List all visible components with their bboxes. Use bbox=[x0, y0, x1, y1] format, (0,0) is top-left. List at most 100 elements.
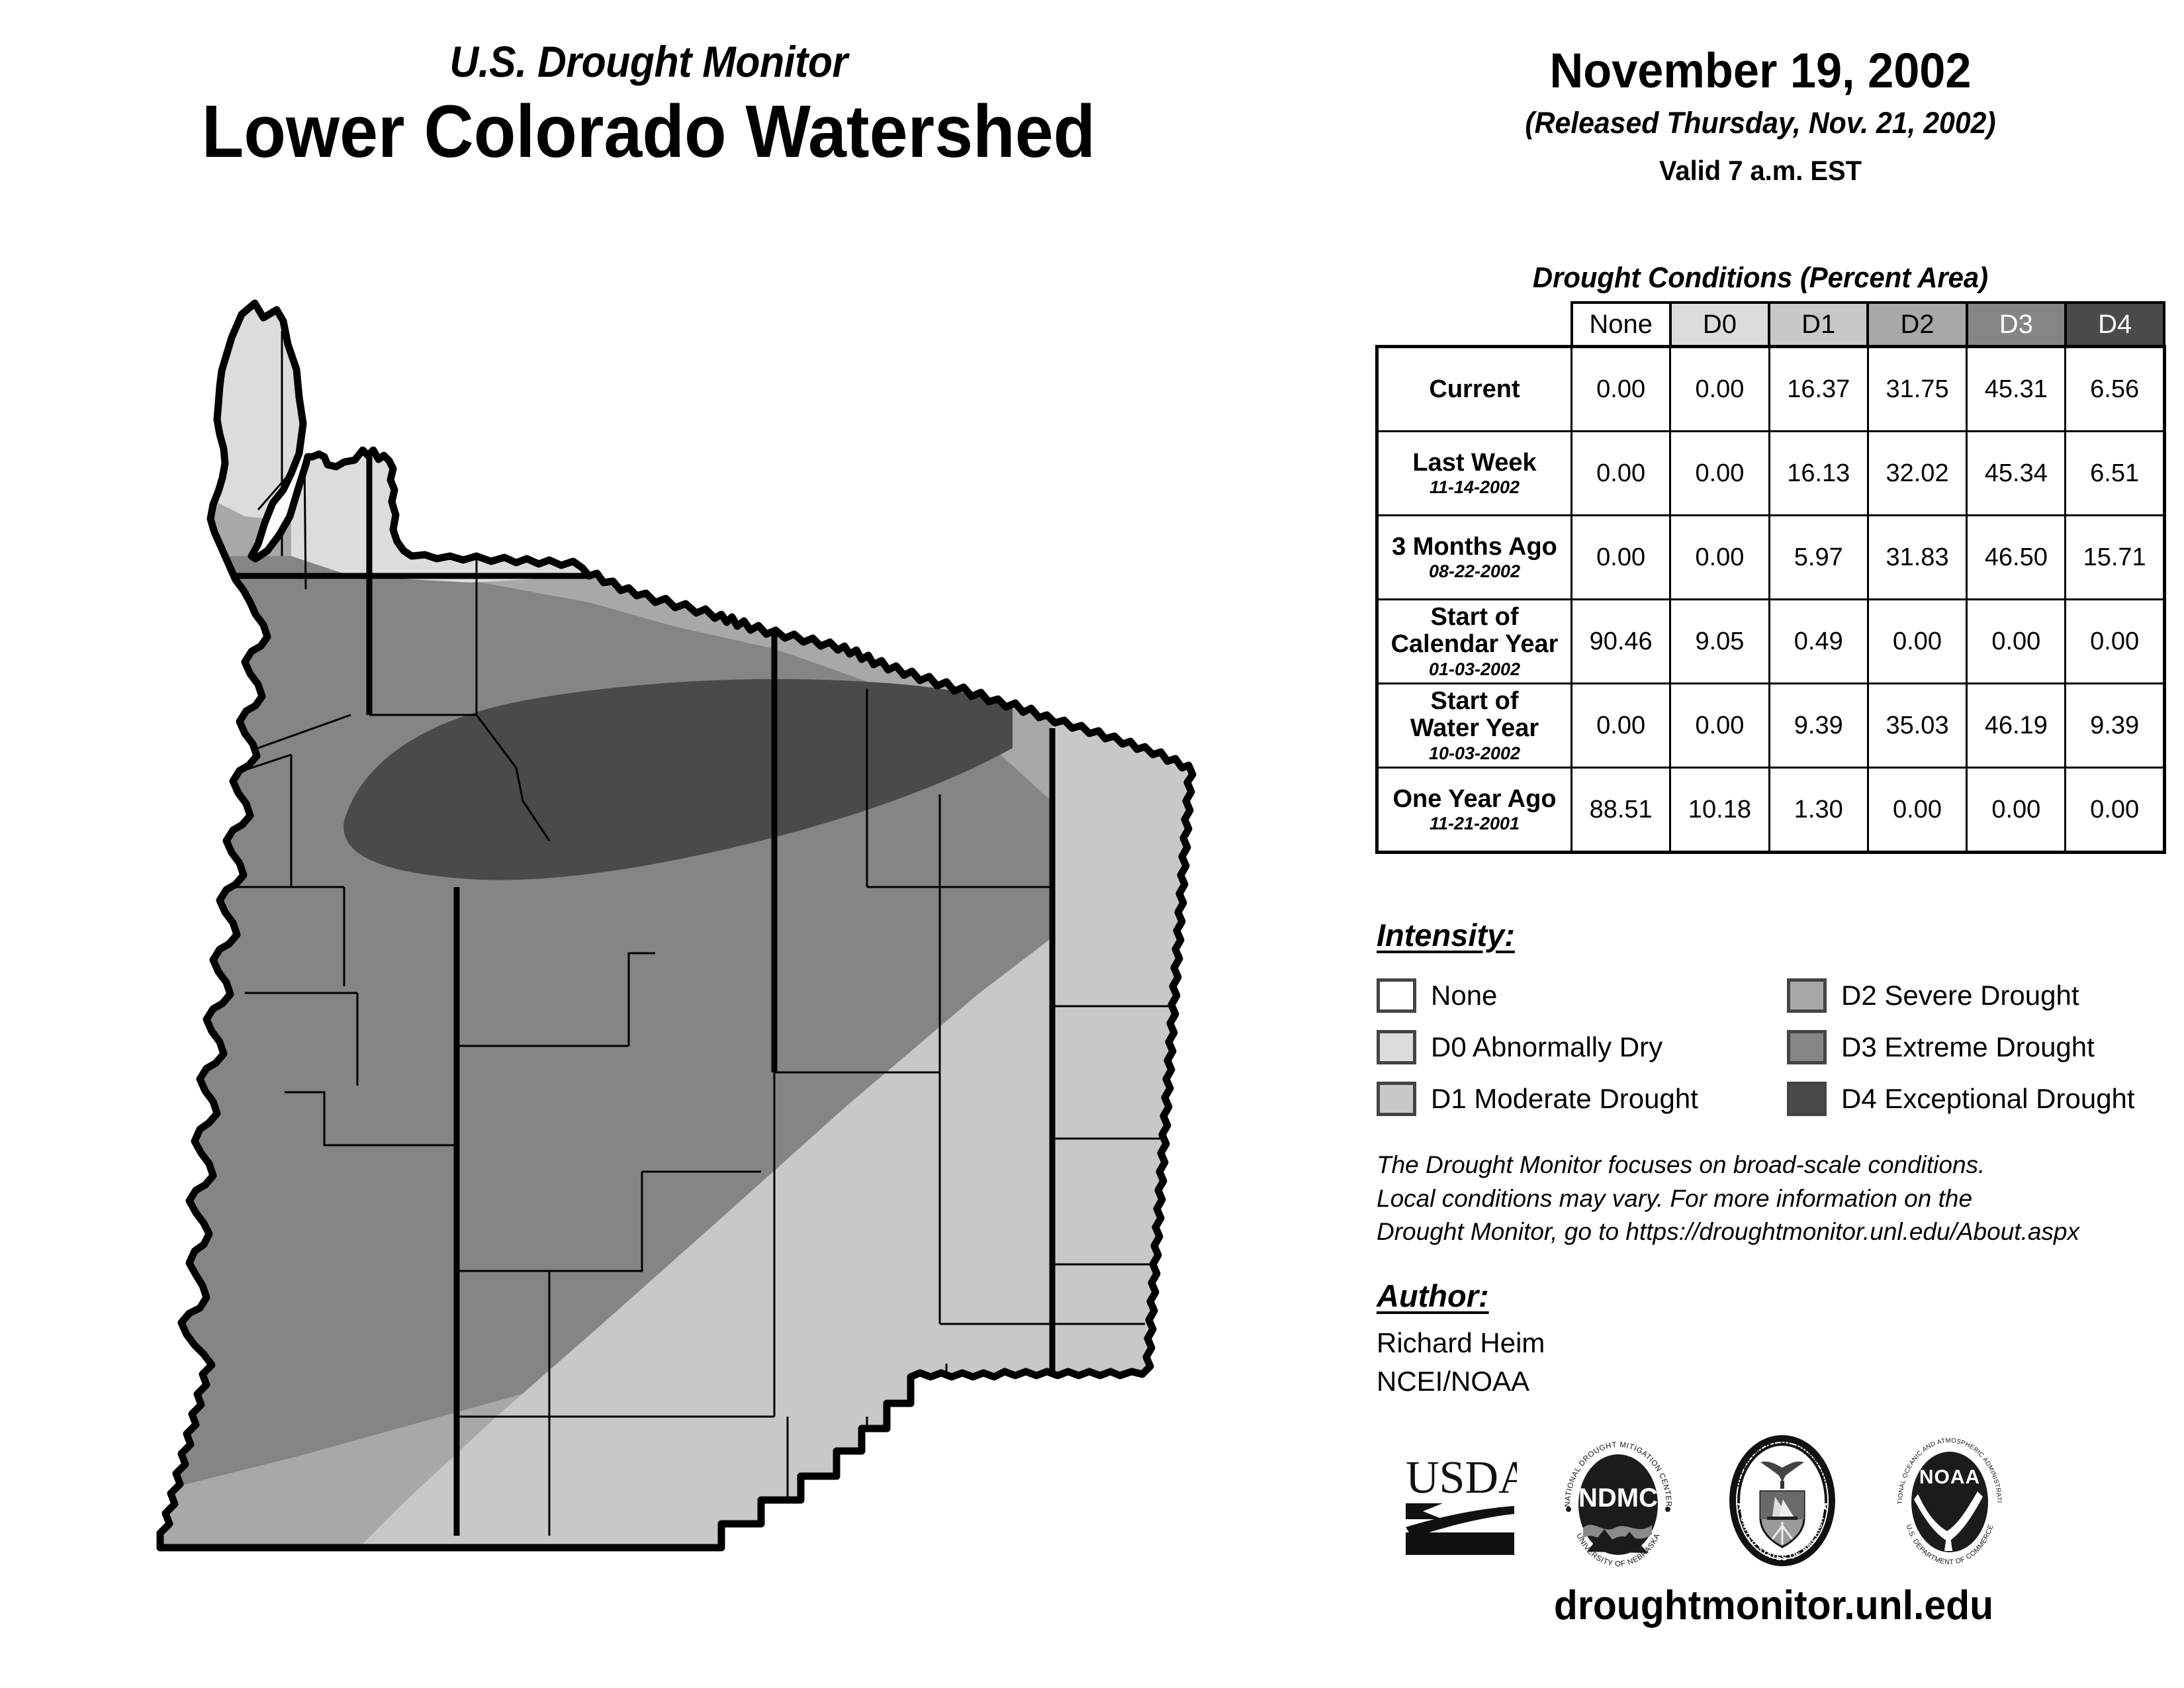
legend-label: D4 Exceptional Drought bbox=[1841, 1083, 2135, 1114]
drought-map-svg[interactable] bbox=[126, 291, 1264, 1602]
author-heading: Author: bbox=[1377, 1278, 1489, 1313]
table-cell-d0: 0.00 bbox=[1669, 514, 1770, 600]
svg-text:NDMC: NDMC bbox=[1578, 1483, 1658, 1513]
author-affiliation: NCEI/NOAA bbox=[1377, 1365, 1530, 1397]
title-block: U.S. Drought Monitor Lower Colorado Wate… bbox=[0, 40, 1297, 171]
table-row-date: 01-03-2002 bbox=[1428, 659, 1521, 679]
table-cell-d4: 15.71 bbox=[2064, 514, 2166, 600]
table-cell-d4: 6.51 bbox=[2064, 430, 2166, 516]
table-header-d0: D0 bbox=[1668, 301, 1771, 348]
table-row: Start of Calendar Year 01-03-2002 90.46 9.05… bbox=[1375, 598, 2166, 684]
table-cell-none: 90.46 bbox=[1570, 598, 1672, 684]
table-row-date: 11-14-2002 bbox=[1429, 477, 1520, 498]
legend-swatch bbox=[1787, 978, 1827, 1013]
footer-url[interactable]: droughtmonitor.unl.edu bbox=[1553, 1583, 1994, 1628]
table-cell-none: 0.00 bbox=[1570, 345, 1672, 432]
table-header-d3: D3 bbox=[1965, 301, 2067, 348]
table-cell-d3: 0.00 bbox=[1966, 598, 2067, 684]
table-row-label: Start of Water Year 10-03-2002 bbox=[1375, 682, 1572, 769]
legend-label: D2 Severe Drought bbox=[1841, 980, 2079, 1011]
legend-swatch bbox=[1377, 1082, 1416, 1116]
legend-label: D0 Abnormally Dry bbox=[1431, 1031, 1663, 1062]
legend-swatch bbox=[1787, 1030, 1827, 1064]
legend-label: D3 Extreme Drought bbox=[1841, 1031, 2095, 1062]
table-cell-d3: 46.50 bbox=[1966, 514, 2067, 600]
table-cell-none: 0.00 bbox=[1570, 682, 1672, 769]
table-cell-d2: 31.75 bbox=[1866, 345, 1968, 432]
table-row: 3 Months Ago 08-22-2002 0.00 0.00 5.97 31.83 4… bbox=[1375, 514, 2166, 600]
table-cell-d1: 1.30 bbox=[1768, 767, 1869, 854]
table-cell-d2: 0.00 bbox=[1866, 767, 1968, 854]
table-cell-none: 88.51 bbox=[1570, 767, 1672, 854]
legend-item: D2 Severe Drought bbox=[1787, 970, 2171, 1021]
table-row-date: 10-03-2002 bbox=[1428, 743, 1521, 763]
table-cell-d0: 10.18 bbox=[1669, 767, 1770, 854]
table-header-row: None D0 D1 D2 D3 D4 bbox=[1377, 301, 2166, 348]
table-cell-d4: 6.56 bbox=[2064, 345, 2166, 432]
legend-item: None bbox=[1377, 970, 1787, 1021]
legend-item: D1 Moderate Drought bbox=[1377, 1073, 1787, 1125]
table-row-label: Last Week 11-14-2002 bbox=[1375, 430, 1572, 516]
intensity-legend: None D2 Severe Drought D0 Abnormally Dry D3… bbox=[1377, 970, 2171, 1125]
intensity-heading: Intensity: bbox=[1377, 917, 1515, 953]
author-name: Richard Heim bbox=[1377, 1327, 1545, 1358]
legend-item: D0 Abnormally Dry bbox=[1377, 1021, 1787, 1073]
info-panel: November 19, 2002 (Released Thursday, No… bbox=[1363, 0, 2184, 1688]
legend-label: D1 Moderate Drought bbox=[1431, 1083, 1698, 1114]
legend-swatch bbox=[1377, 1030, 1416, 1064]
table-cell-d3: 45.31 bbox=[1966, 345, 2067, 432]
table-cell-d0: 0.00 bbox=[1669, 682, 1770, 769]
d1-shading-region-east bbox=[774, 715, 1193, 1548]
table-row-label: One Year Ago 11-21-2001 bbox=[1375, 767, 1572, 854]
table-cell-d0: 0.00 bbox=[1669, 430, 1770, 516]
drought-conditions-table: None D0 D1 D2 D3 D4 Current 0.00 0.00 16.37 31.75… bbox=[1375, 301, 2166, 854]
table-cell-d2: 0.00 bbox=[1866, 598, 1968, 684]
legend-swatch bbox=[1787, 1082, 1827, 1116]
table-body: Current 0.00 0.00 16.37 31.75 45.31 6.56 Last W… bbox=[1375, 345, 2166, 854]
table-row: Start of Water Year 10-03-2002 0.00 0.00 9.39… bbox=[1375, 682, 2166, 769]
page-supertitle: U.S. Drought Monitor bbox=[449, 37, 848, 86]
table-cell-d2: 32.02 bbox=[1866, 430, 1968, 516]
svg-text:NOAA: NOAA bbox=[1919, 1466, 1980, 1488]
disclaimer-text: The Drought Monitor focuses on broad-sca… bbox=[1377, 1151, 2079, 1246]
svg-text:USDA: USDA bbox=[1406, 1452, 1517, 1503]
state-boundaries bbox=[212, 457, 1056, 1536]
ndmc-logo: NDMC NATIONAL DROUGHT MITIGATION CENTER … bbox=[1555, 1435, 1681, 1571]
noaa-logo: NOAA NATIONAL OCEANIC AND ATMOSPHERIC AD… bbox=[1881, 1428, 2016, 1572]
table-cell-none: 0.00 bbox=[1570, 514, 1672, 600]
table-corner-cell bbox=[1377, 303, 1572, 347]
table-row-date: 08-22-2002 bbox=[1428, 561, 1521, 582]
table-row: One Year Ago 11-21-2001 88.51 10.18 1.30 0.00… bbox=[1375, 767, 2166, 854]
table-cell-none: 0.00 bbox=[1570, 430, 1672, 516]
valid-time: Valid 7 a.m. EST bbox=[1659, 155, 1862, 186]
table-row-label: 3 Months Ago 08-22-2002 bbox=[1375, 514, 1572, 600]
legend-item: D4 Exceptional Drought bbox=[1787, 1073, 2171, 1125]
agency-logos: USDA NDMC NATIONAL DROUGHT MITI bbox=[1377, 1427, 2177, 1579]
table-cell-d4: 0.00 bbox=[2064, 767, 2166, 854]
table-cell-d1: 16.37 bbox=[1768, 345, 1869, 432]
table-cell-d1: 16.13 bbox=[1768, 430, 1869, 516]
table-cell-d3: 45.34 bbox=[1966, 430, 2067, 516]
table-row: Last Week 11-14-2002 0.00 0.00 16.13 32.02 45.… bbox=[1375, 430, 2166, 516]
table-row-label: Current bbox=[1375, 345, 1572, 432]
usda-logo: USDA bbox=[1403, 1445, 1532, 1561]
legend-label: None bbox=[1431, 980, 1498, 1011]
table-cell-d4: 0.00 bbox=[2064, 598, 2166, 684]
table-row-label: Start of Calendar Year 01-03-2002 bbox=[1375, 598, 1572, 684]
table-cell-d0: 0.00 bbox=[1669, 345, 1770, 432]
release-date: (Released Thursday, Nov. 21, 2002) bbox=[1525, 106, 1996, 140]
table-cell-d0: 9.05 bbox=[1669, 598, 1770, 684]
drought-map[interactable] bbox=[126, 291, 1264, 1602]
table-row-date: 11-21-2001 bbox=[1429, 814, 1520, 834]
author-block: Richard Heim NCEI/NOAA bbox=[1377, 1324, 1545, 1401]
department-of-commerce-seal: DEPARTMENT OF COMMERCE UNITED STATES OF … bbox=[1719, 1433, 1845, 1572]
table-cell-d3: 0.00 bbox=[1966, 767, 2067, 854]
legend-item: D3 Extreme Drought bbox=[1787, 1021, 2171, 1073]
table-header-d1: D1 bbox=[1768, 301, 1870, 348]
table-header-none: None bbox=[1570, 301, 1672, 348]
table-caption: Drought Conditions (Percent Area) bbox=[1532, 261, 1989, 294]
map-date: November 19, 2002 bbox=[1549, 43, 1972, 98]
table-header-d4: D4 bbox=[2064, 301, 2166, 348]
table-header: None D0 D1 D2 D3 D4 bbox=[1377, 301, 2166, 348]
table-cell-d2: 31.83 bbox=[1866, 514, 1968, 600]
